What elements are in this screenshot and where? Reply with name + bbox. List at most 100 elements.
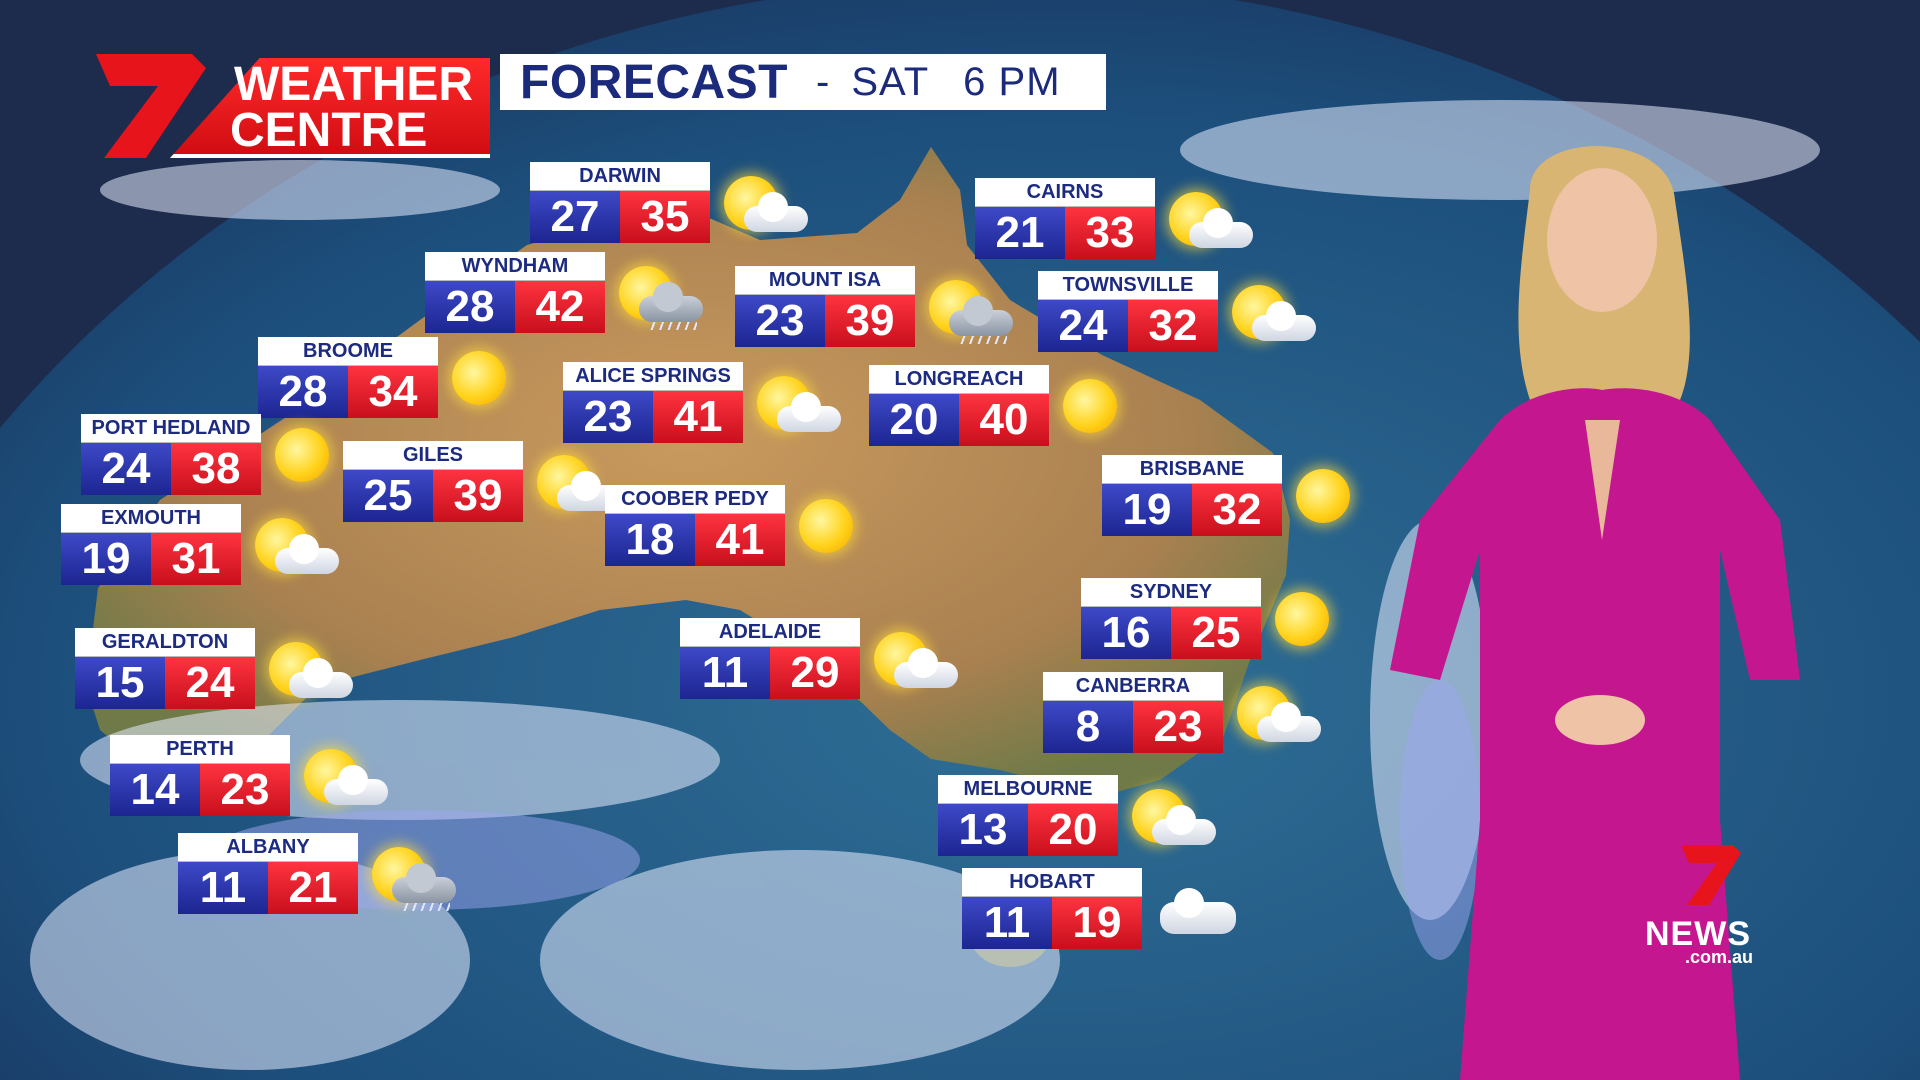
min-temp: 28 xyxy=(425,281,515,333)
seven-news-icon xyxy=(1681,845,1741,905)
max-temp: 38 xyxy=(171,443,261,495)
city-name: PERTH xyxy=(110,735,290,764)
sun-icon xyxy=(1269,588,1359,658)
city-forecast-broome: BROOME 28 34 xyxy=(258,337,438,418)
city-forecast-melbourne: MELBOURNE 13 20 xyxy=(938,775,1118,856)
city-forecast-alice-springs: ALICE SPRINGS 23 41 xyxy=(563,362,743,443)
max-temp: 24 xyxy=(165,657,255,709)
news-wordmark: NEWS xyxy=(1645,915,1751,953)
sun-cloud-icon xyxy=(1231,682,1321,752)
city-name: ALICE SPRINGS xyxy=(563,362,743,391)
city-forecast-townsville: TOWNSVILLE 24 32 xyxy=(1038,271,1218,352)
max-temp: 32 xyxy=(1128,300,1218,352)
city-name: WYNDHAM xyxy=(425,252,605,281)
max-temp: 39 xyxy=(825,295,915,347)
city-forecast-adelaide: ADELAIDE 11 29 xyxy=(680,618,860,699)
max-temp: 32 xyxy=(1192,484,1282,536)
news-domain: .com.au xyxy=(1685,947,1754,967)
shower-icon xyxy=(366,843,456,913)
city-name: PORT HEDLAND xyxy=(81,414,261,443)
7news-logo: NEWS .com.au xyxy=(1645,845,1795,967)
city-forecast-sydney: SYDNEY 16 25 xyxy=(1081,578,1261,659)
sun-icon xyxy=(1057,375,1147,445)
city-name: COOBER PEDY xyxy=(605,485,785,514)
forecast-header: FORECAST - SAT 6 PM xyxy=(500,54,1106,110)
min-temp: 24 xyxy=(1038,300,1128,352)
logo-line1: WEATHER xyxy=(234,58,474,111)
city-forecast-darwin: DARWIN 27 35 xyxy=(530,162,710,243)
min-temp: 19 xyxy=(61,533,151,585)
logo-line2: CENTRE xyxy=(230,104,428,157)
header-time: 6 PM xyxy=(963,59,1061,104)
max-temp: 33 xyxy=(1065,207,1155,259)
city-forecast-longreach: LONGREACH 20 40 xyxy=(869,365,1049,446)
storm-icon xyxy=(923,276,1013,346)
header-title: FORECAST xyxy=(520,55,788,109)
max-temp: 20 xyxy=(1028,804,1118,856)
min-temp: 20 xyxy=(869,394,959,446)
min-temp: 15 xyxy=(75,657,165,709)
sun-cloud-icon xyxy=(1226,281,1316,351)
sun-cloud-icon xyxy=(751,372,841,442)
city-name: MELBOURNE xyxy=(938,775,1118,804)
city-name: MOUNT ISA xyxy=(735,266,915,295)
city-forecast-giles: GILES 25 39 xyxy=(343,441,523,522)
min-temp: 21 xyxy=(975,207,1065,259)
max-temp: 19 xyxy=(1052,897,1142,949)
min-temp: 11 xyxy=(178,862,268,914)
max-temp: 35 xyxy=(620,191,710,243)
sun-cloud-icon xyxy=(298,745,388,815)
max-temp: 34 xyxy=(348,366,438,418)
max-temp: 40 xyxy=(959,394,1049,446)
city-name: ADELAIDE xyxy=(680,618,860,647)
max-temp: 41 xyxy=(695,514,785,566)
city-name: HOBART xyxy=(962,868,1142,897)
min-temp: 11 xyxy=(680,647,770,699)
city-name: LONGREACH xyxy=(869,365,1049,394)
sun-icon xyxy=(793,495,883,565)
sun-cloud-icon xyxy=(1163,188,1253,258)
max-temp: 23 xyxy=(1133,701,1223,753)
min-temp: 8 xyxy=(1043,701,1133,753)
max-temp: 31 xyxy=(151,533,241,585)
city-name: CANBERRA xyxy=(1043,672,1223,701)
city-name: GILES xyxy=(343,441,523,470)
city-name: DARWIN xyxy=(530,162,710,191)
min-temp: 13 xyxy=(938,804,1028,856)
city-forecast-brisbane: BRISBANE 19 32 xyxy=(1102,455,1282,536)
sun-cloud-icon xyxy=(249,514,339,584)
weather-centre-logo: WEATHER CENTRE xyxy=(96,54,490,158)
min-temp: 25 xyxy=(343,470,433,522)
city-forecast-perth: PERTH 14 23 xyxy=(110,735,290,816)
max-temp: 21 xyxy=(268,862,358,914)
city-name: TOWNSVILLE xyxy=(1038,271,1218,300)
max-temp: 42 xyxy=(515,281,605,333)
seven-logo-icon xyxy=(96,54,206,158)
city-forecast-coober-pedy: COOBER PEDY 18 41 xyxy=(605,485,785,566)
city-forecast-canberra: CANBERRA 8 23 xyxy=(1043,672,1223,753)
header-separator: - xyxy=(816,59,830,104)
cloud-cover xyxy=(30,100,1820,1070)
min-temp: 24 xyxy=(81,443,171,495)
city-forecast-wyndham: WYNDHAM 28 42 xyxy=(425,252,605,333)
sun-icon xyxy=(446,347,536,417)
sun-cloud-icon xyxy=(868,628,958,698)
max-temp: 39 xyxy=(433,470,523,522)
city-forecast-exmouth: EXMOUTH 19 31 xyxy=(61,504,241,585)
min-temp: 18 xyxy=(605,514,695,566)
sun-icon xyxy=(269,424,359,494)
city-forecast-port-hedland: PORT HEDLAND 24 38 xyxy=(81,414,261,495)
max-temp: 41 xyxy=(653,391,743,443)
min-temp: 16 xyxy=(1081,607,1171,659)
city-name: EXMOUTH xyxy=(61,504,241,533)
city-name: SYDNEY xyxy=(1081,578,1261,607)
min-temp: 14 xyxy=(110,764,200,816)
city-forecast-mount-isa: MOUNT ISA 23 39 xyxy=(735,266,915,347)
city-forecast-cairns: CAIRNS 21 33 xyxy=(975,178,1155,259)
presenter xyxy=(1390,146,1800,1080)
sun-cloud-icon xyxy=(1126,785,1216,855)
cloud-icon xyxy=(1150,878,1240,948)
min-temp: 27 xyxy=(530,191,620,243)
min-temp: 23 xyxy=(563,391,653,443)
min-temp: 19 xyxy=(1102,484,1192,536)
